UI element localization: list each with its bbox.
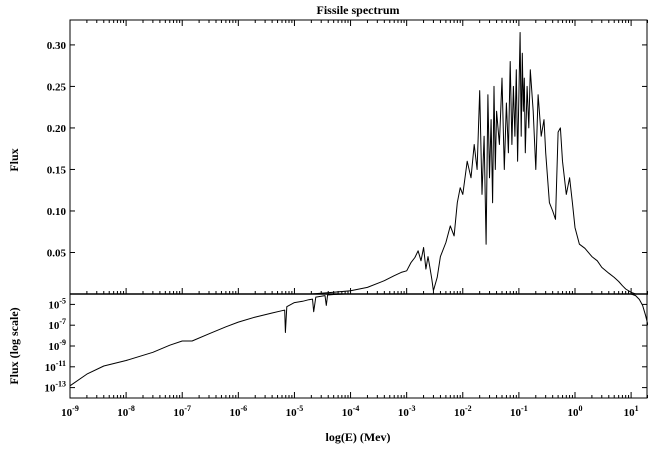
top-y-tick-label: 0.10 (47, 206, 67, 218)
tick-base: 10 (342, 407, 354, 419)
tick-exponent: -2 (465, 404, 472, 413)
tick-exponent: -5 (59, 296, 66, 305)
x-tick-label: 101 (624, 404, 639, 419)
top-series-line-0 (311, 32, 648, 295)
tick-exponent: 0 (578, 404, 582, 413)
bottom-series-line-1 (630, 293, 648, 326)
bottom-y-tick-label: 10-11 (45, 359, 66, 374)
tick-base: 10 (45, 362, 57, 374)
x-tick-label: 10-1 (510, 404, 528, 419)
tick-exponent: -7 (59, 317, 66, 326)
top-y-tick-label: 0.30 (47, 40, 67, 52)
bottom-y-axis-label: Flux (log scale) (7, 307, 21, 384)
x-tick-label: 10-8 (117, 404, 135, 419)
tick-base: 10 (454, 407, 466, 419)
bottom-y-tick-label: 10-7 (48, 317, 66, 332)
tick-base: 10 (117, 407, 129, 419)
bottom-series-line-0 (69, 293, 351, 387)
top-y-tick-label: 0.20 (47, 123, 67, 135)
tick-exponent: -9 (59, 338, 66, 347)
bottom-y-tick-label: 10-9 (48, 338, 66, 353)
top-y-tick-label: 0.05 (47, 247, 67, 259)
top-plot-frame (69, 19, 648, 295)
tick-base: 10 (48, 341, 60, 353)
x-tick-label: 10-6 (229, 404, 247, 419)
top-y-tick-label: 0.15 (47, 164, 67, 176)
tick-base: 10 (624, 407, 636, 419)
tick-exponent: -6 (240, 404, 247, 413)
x-tick-label: 100 (567, 404, 582, 419)
x-tick-label: 10-2 (454, 404, 472, 419)
tick-base: 10 (567, 407, 579, 419)
chart-title: Fissile spectrum (317, 3, 400, 17)
tick-exponent: -1 (521, 404, 528, 413)
top-panel: 0.05 0.10 0.15 0.20 0.25 0.30 (47, 19, 648, 295)
tick-base: 10 (229, 407, 241, 419)
tick-base: 10 (48, 320, 60, 332)
x-axis-label: log(E) (Mev) (326, 430, 391, 444)
tick-base: 10 (61, 407, 73, 419)
tick-base: 10 (286, 407, 298, 419)
tick-exponent: -3 (409, 404, 416, 413)
x-tick-label: 10-5 (286, 404, 304, 419)
bottom-y-tick-label: 10-13 (44, 380, 66, 395)
x-tick-label: 10-3 (398, 404, 416, 419)
tick-exponent: -9 (72, 404, 79, 413)
top-y-tick-label: 0.25 (47, 81, 67, 93)
tick-base: 10 (48, 299, 60, 311)
bottom-y-tick-label: 10-5 (48, 296, 66, 311)
x-tick-label: 10-9 (61, 404, 79, 419)
tick-exponent: -13 (55, 380, 66, 389)
top-y-axis-label: Flux (7, 148, 21, 171)
tick-base: 10 (173, 407, 185, 419)
x-tick-label: 10-4 (342, 404, 360, 419)
tick-exponent: -8 (128, 404, 135, 413)
tick-exponent: -7 (184, 404, 191, 413)
x-tick-label: 10-7 (173, 404, 191, 419)
tick-exponent: 1 (635, 404, 639, 413)
tick-exponent: -11 (56, 359, 66, 368)
tick-exponent: -5 (297, 404, 304, 413)
tick-base: 10 (398, 407, 410, 419)
tick-exponent: -4 (353, 404, 360, 413)
tick-base: 10 (510, 407, 522, 419)
tick-base: 10 (44, 383, 56, 395)
bottom-plot-frame (69, 293, 648, 399)
